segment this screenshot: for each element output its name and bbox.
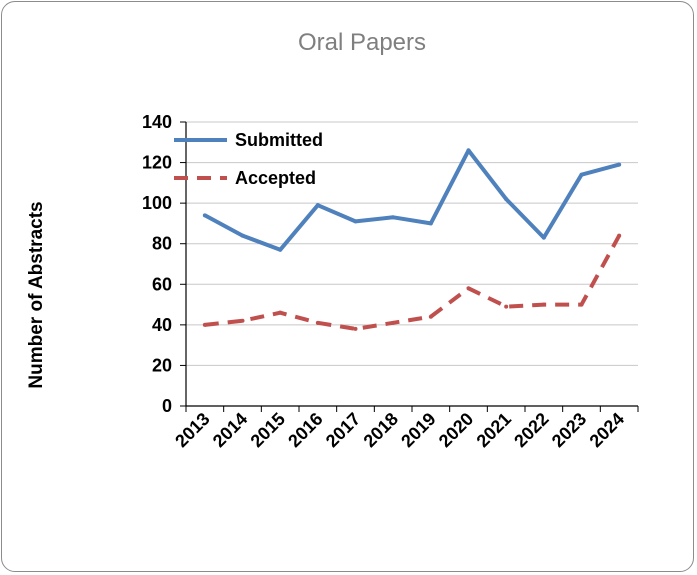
- y-tick-label: 40: [152, 315, 172, 335]
- data-point-submitted: [466, 148, 471, 153]
- data-point-accepted: [391, 320, 396, 325]
- data-point-submitted: [541, 235, 546, 240]
- y-tick-label: 0: [162, 396, 172, 416]
- data-point-accepted: [617, 233, 622, 238]
- data-point-accepted: [504, 304, 509, 309]
- x-tick-label: 2013: [171, 409, 213, 451]
- x-tick-label: 2015: [247, 409, 289, 451]
- data-point-submitted: [617, 162, 622, 167]
- data-point-accepted: [353, 326, 358, 331]
- x-tick-labels: 2013201420152016201720182019202020212022…: [171, 409, 628, 451]
- data-point-accepted: [278, 310, 283, 315]
- legend: Submitted Accepted: [174, 130, 323, 188]
- x-tick-label: 2022: [510, 409, 552, 451]
- legend-label-accepted: Accepted: [235, 168, 316, 188]
- data-point-accepted: [202, 322, 207, 327]
- data-point-accepted: [315, 320, 320, 325]
- series-lines: [202, 148, 622, 331]
- x-tick-label: 2023: [548, 409, 590, 451]
- series-line-accepted: [204, 234, 621, 331]
- data-point-submitted: [278, 247, 283, 252]
- data-point-submitted: [579, 172, 584, 177]
- x-tick-label: 2018: [360, 409, 402, 451]
- x-tick-label: 2020: [435, 409, 477, 451]
- x-tick-label: 2019: [397, 409, 439, 451]
- data-point-submitted: [428, 221, 433, 226]
- series-line-submitted: [203, 148, 620, 252]
- data-point-accepted: [466, 286, 471, 291]
- y-tick-label: 20: [152, 355, 172, 375]
- x-tick-label: 2021: [473, 409, 515, 451]
- y-tick-label: 140: [142, 112, 172, 132]
- data-point-submitted: [353, 219, 358, 224]
- x-tick-label: 2017: [322, 409, 364, 451]
- data-point-accepted: [541, 302, 546, 307]
- y-tick-label: 120: [142, 153, 172, 173]
- axes: [180, 121, 639, 412]
- x-tick-label: 2024: [586, 409, 628, 451]
- data-point-accepted: [240, 318, 245, 323]
- chart-title: Oral Papers: [298, 29, 426, 56]
- data-point-submitted: [391, 215, 396, 220]
- data-point-submitted: [202, 213, 207, 218]
- x-tick-label: 2014: [209, 409, 251, 451]
- y-tick-label: 60: [152, 274, 172, 294]
- y-axis-label: Number of Abstracts: [26, 201, 47, 388]
- data-point-accepted: [579, 302, 584, 307]
- gridlines: [186, 121, 638, 366]
- data-point-submitted: [240, 233, 245, 238]
- y-tick-label: 100: [142, 193, 172, 213]
- y-tick-label: 80: [152, 234, 172, 254]
- data-point-accepted: [428, 314, 433, 319]
- data-point-submitted: [504, 197, 509, 202]
- y-tick-labels: 0 20 40 60 80 100 120 140: [142, 112, 172, 416]
- data-point-submitted: [315, 203, 320, 208]
- x-tick-label: 2016: [284, 409, 326, 451]
- legend-label-submitted: Submitted: [235, 130, 323, 150]
